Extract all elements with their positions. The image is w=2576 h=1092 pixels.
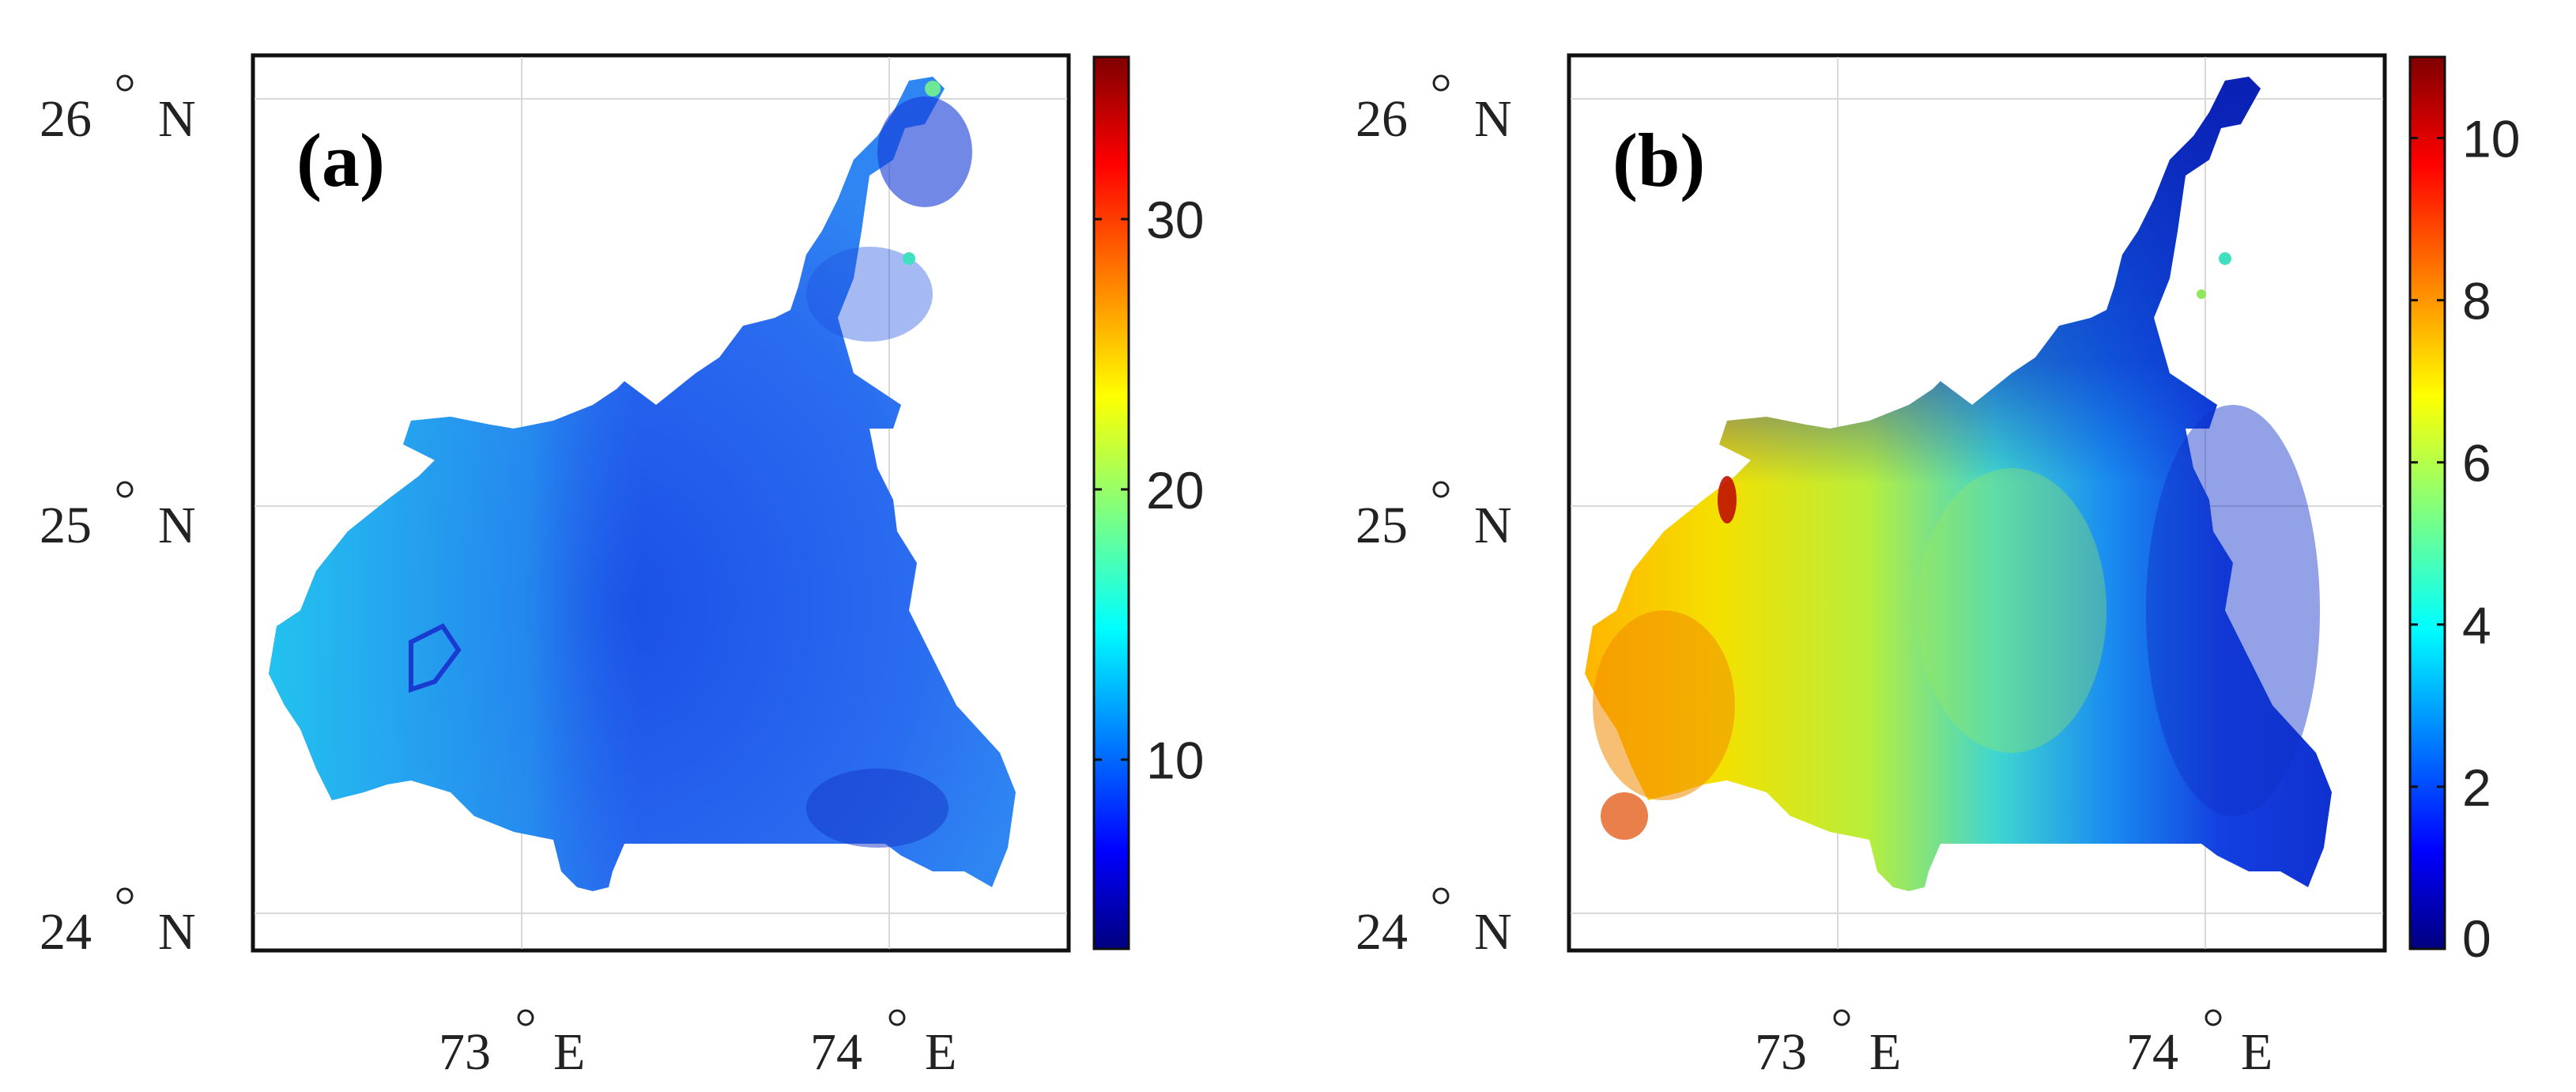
- lat-hemisphere: N: [1474, 497, 1512, 554]
- degree-icon: [1432, 887, 1450, 905]
- lat-hemisphere: N: [158, 497, 196, 554]
- svg-text:26: 26: [40, 90, 92, 148]
- degree-icon: [2204, 1009, 2222, 1026]
- lat-tick-24: 24: [40, 903, 92, 961]
- colorbar-tick-label: 2: [2462, 758, 2491, 817]
- panel-a-lat-ticks: 26 N 25 N 24 N: [40, 74, 196, 961]
- panel-b-colorbar-ramp: [2408, 55, 2446, 950]
- colorbar-tick-label: 30: [1146, 191, 1204, 249]
- colorbar-tick-label: 10: [2462, 110, 2520, 168]
- panel-a-colorbar-ticks: 10 20 30: [1094, 191, 1204, 790]
- panel-b-colorbar: 0 2 4 6 8 10: [2408, 55, 2520, 968]
- lon-hemisphere: E: [553, 1023, 585, 1081]
- panel-a-label: (a): [296, 118, 385, 202]
- lon-tick-74: 74: [810, 1023, 862, 1081]
- lat-hemisphere: N: [158, 903, 196, 961]
- svg-text:24: 24: [1356, 903, 1408, 961]
- panel-a: (a) 26 N 25 N 24 N 73 E 74 E 10 20 30: [40, 53, 1204, 1081]
- panel-b-lon-ticks: 73 E 74 E: [1755, 1009, 2272, 1081]
- lon-hemisphere: E: [1869, 1023, 1901, 1081]
- svg-text:25: 25: [1356, 497, 1408, 554]
- lon-hemisphere: E: [925, 1023, 956, 1081]
- lat-tick-25: 25: [40, 497, 92, 554]
- panel-b-colorbar-ticks: 0 2 4 6 8 10: [2410, 110, 2520, 968]
- lat-hemisphere: N: [158, 90, 196, 148]
- degree-icon: [116, 481, 134, 498]
- panel-a-basin-map: [269, 77, 1016, 891]
- colorbar-tick-label: 0: [2462, 909, 2491, 968]
- colorbar-tick-label: 4: [2462, 596, 2491, 655]
- lon-tick-73: 73: [439, 1023, 491, 1081]
- svg-text:26: 26: [1356, 90, 1408, 148]
- degree-icon: [116, 74, 134, 92]
- lon-hemisphere: E: [2241, 1023, 2272, 1081]
- lat-tick-24: 24: [1356, 903, 1408, 961]
- panel-a-colorbar-ramp: [1092, 55, 1130, 950]
- degree-icon: [116, 887, 134, 905]
- lat-hemisphere: N: [1474, 903, 1512, 961]
- lat-tick-25: 25: [1356, 497, 1408, 554]
- colorbar-tick-label: 20: [1146, 461, 1204, 520]
- svg-text:25: 25: [40, 497, 92, 554]
- colorbar-tick-label: 10: [1146, 731, 1204, 790]
- lat-tick-26: 26: [40, 90, 92, 148]
- degree-icon: [517, 1009, 534, 1026]
- degree-icon: [1833, 1009, 1850, 1026]
- panel-b-label: (b): [1612, 118, 1705, 202]
- lat-hemisphere: N: [1474, 90, 1512, 148]
- panel-a-colorbar: 10 20 30: [1092, 55, 1204, 950]
- colorbar-tick-label: 8: [2462, 272, 2491, 331]
- degree-icon: [1432, 481, 1450, 498]
- colorbar-tick-label: 6: [2462, 434, 2491, 493]
- degree-icon: [1432, 74, 1450, 92]
- panel-b-lat-ticks: 26 N 25 N 24 N: [1356, 74, 1512, 961]
- panel-b-basin-map: [1585, 77, 2332, 891]
- lat-tick-26: 26: [1356, 90, 1408, 148]
- lon-tick-73: 73: [1755, 1023, 1807, 1081]
- svg-text:24: 24: [40, 903, 92, 961]
- lon-tick-74: 74: [2126, 1023, 2178, 1081]
- degree-icon: [888, 1009, 906, 1026]
- panel-a-lon-ticks: 73 E 74 E: [439, 1009, 956, 1081]
